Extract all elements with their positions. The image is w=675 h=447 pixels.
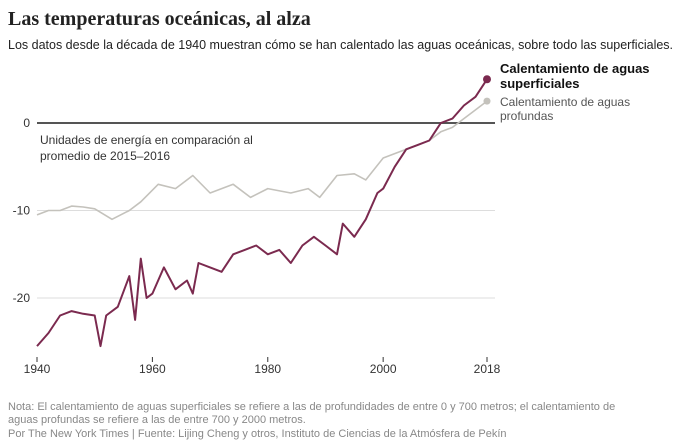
- x-tick-label: 1980: [254, 362, 281, 376]
- x-tick-label: 1960: [139, 362, 166, 376]
- legend-deep: Calentamiento de aguas profundas: [500, 95, 631, 123]
- units-annotation: Unidades de energía en comparación al pr…: [40, 133, 253, 163]
- surface-end-dot: [483, 75, 491, 84]
- y-tick-label: -10: [13, 204, 31, 218]
- surface-warming-line: [36, 78, 488, 348]
- x-tick-label: 1940: [24, 362, 51, 376]
- chart-subtitle: Los datos desde la década de 1940 muestr…: [8, 38, 674, 52]
- y-tick-label: -20: [13, 291, 31, 305]
- y-tick-label: 0: [23, 116, 30, 130]
- source-credit: Por The New York Times | Fuente: Lijing …: [8, 428, 507, 440]
- deep-end-dot: [483, 97, 491, 105]
- legend-surface: Calentamiento de aguas superficiales: [500, 61, 650, 91]
- footnote: Nota: El calentamiento de aguas superfic…: [8, 401, 616, 426]
- x-tick-label: 2018: [474, 362, 501, 376]
- x-tick-label: 2000: [370, 362, 397, 376]
- chart-title: Las temperaturas oceánicas, al alza: [8, 8, 311, 30]
